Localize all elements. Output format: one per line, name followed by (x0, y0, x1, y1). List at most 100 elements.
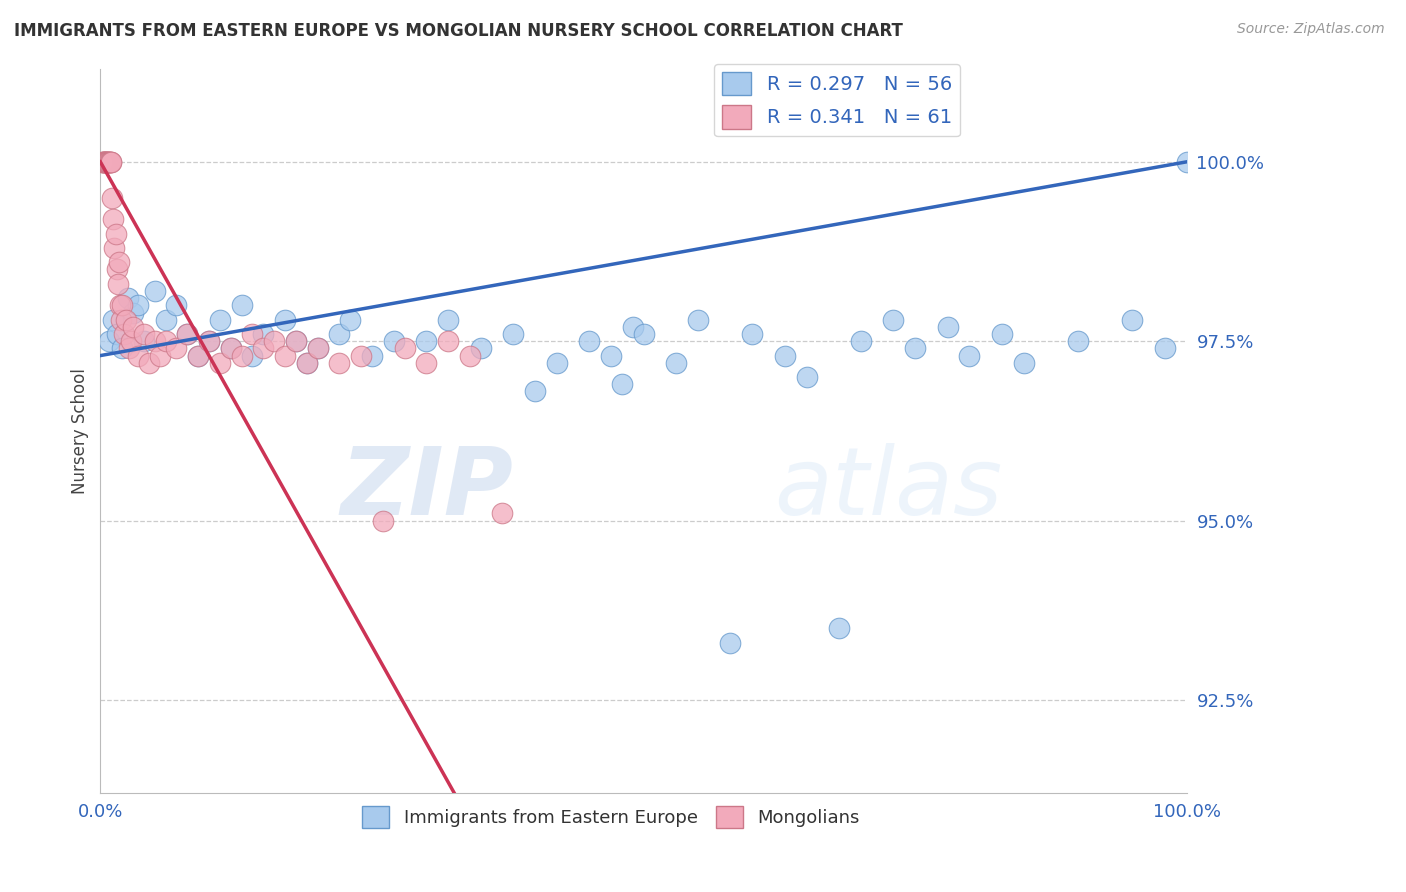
Point (350, 349, 373, 363)
Point (100, 154, 122, 169)
Point (105, 326, 128, 341)
Point (93, 154, 115, 169)
Point (155, 312, 177, 326)
Point (502, 326, 524, 341)
Point (328, 356, 350, 370)
Point (97, 154, 120, 169)
Point (437, 334, 460, 349)
Point (959, 349, 981, 363)
Point (208, 312, 231, 326)
Point (94, 154, 117, 169)
Point (437, 312, 460, 326)
Point (1154, 342, 1177, 356)
Point (198, 334, 221, 349)
Point (415, 356, 437, 370)
Point (600, 349, 623, 363)
Point (117, 291, 139, 305)
Point (100, 154, 122, 169)
Point (176, 326, 198, 341)
Point (108, 298, 131, 312)
Point (339, 312, 361, 326)
Point (94, 154, 117, 169)
Point (98, 154, 121, 169)
Point (208, 356, 231, 370)
Point (720, 635, 742, 649)
Point (382, 334, 405, 349)
Point (122, 305, 145, 319)
Point (93, 154, 115, 169)
Point (252, 326, 274, 341)
Point (96, 154, 118, 169)
Point (103, 312, 125, 326)
Point (470, 342, 492, 356)
Point (91, 154, 114, 169)
Point (361, 349, 384, 363)
Point (274, 349, 297, 363)
Point (155, 334, 177, 349)
Point (187, 349, 209, 363)
Point (149, 349, 172, 363)
Point (458, 349, 481, 363)
Point (108, 255, 131, 269)
Point (117, 342, 139, 356)
Point (187, 349, 209, 363)
Point (242, 349, 264, 363)
Point (1067, 334, 1090, 349)
Point (523, 384, 546, 399)
Point (122, 319, 145, 334)
Point (120, 334, 142, 349)
Point (242, 326, 264, 341)
Point (111, 298, 134, 312)
Point (138, 356, 160, 370)
Point (828, 621, 851, 635)
Point (665, 356, 688, 370)
Point (1121, 312, 1143, 326)
Point (633, 326, 655, 341)
Point (904, 342, 927, 356)
Point (936, 319, 959, 334)
Point (104, 227, 127, 241)
Point (796, 370, 818, 384)
Point (882, 312, 904, 326)
Point (295, 356, 318, 370)
Point (578, 334, 600, 349)
Point (371, 514, 394, 528)
Point (101, 191, 124, 205)
Point (491, 507, 513, 521)
Point (621, 319, 644, 334)
Point (686, 312, 709, 326)
Point (284, 334, 307, 349)
Point (546, 356, 568, 370)
Point (107, 277, 129, 291)
Point (610, 377, 633, 392)
Point (105, 262, 128, 277)
Point (263, 334, 285, 349)
Y-axis label: Nursery School: Nursery School (72, 368, 89, 494)
Point (132, 334, 155, 349)
Point (219, 342, 242, 356)
Point (111, 342, 134, 356)
Point (91, 154, 114, 169)
Point (112, 326, 135, 341)
Point (252, 342, 274, 356)
Point (231, 298, 253, 312)
Point (165, 342, 187, 356)
Point (741, 326, 763, 341)
Point (91, 154, 114, 169)
Text: Source: ZipAtlas.com: Source: ZipAtlas.com (1237, 22, 1385, 37)
Point (295, 356, 318, 370)
Point (132, 326, 155, 341)
Point (415, 334, 437, 349)
Point (849, 334, 872, 349)
Point (1175, 154, 1198, 169)
Point (127, 298, 149, 312)
Point (274, 312, 297, 326)
Point (307, 342, 329, 356)
Point (991, 326, 1014, 341)
Point (98, 154, 121, 169)
Point (198, 334, 221, 349)
Point (98, 154, 121, 169)
Point (96, 154, 118, 169)
Point (165, 298, 187, 312)
Point (93, 154, 115, 169)
